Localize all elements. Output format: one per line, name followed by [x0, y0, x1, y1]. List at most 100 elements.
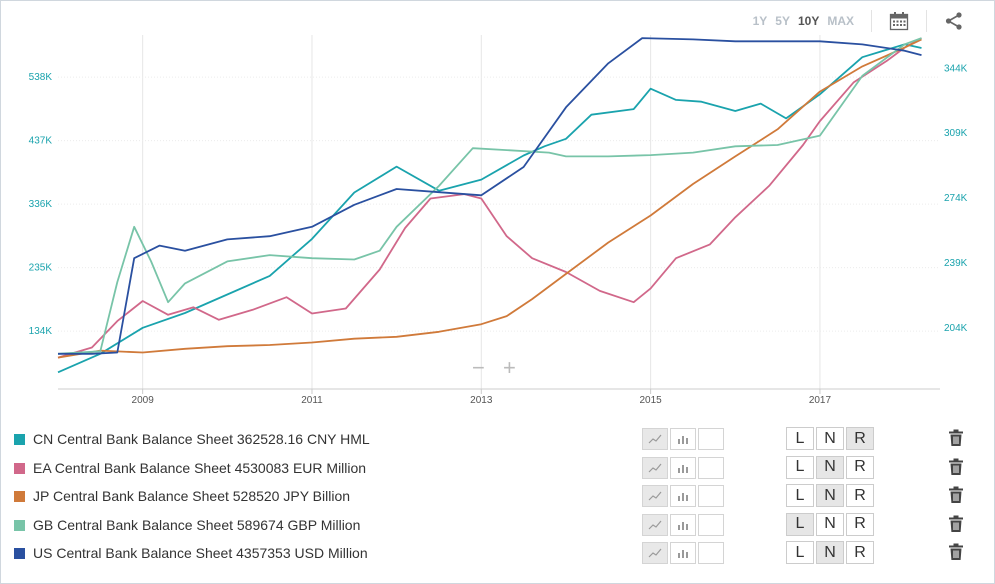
toolbar-divider	[926, 10, 927, 32]
area-type-button[interactable]	[698, 456, 724, 479]
bar-chart-icon	[678, 464, 688, 473]
chart-toolbar: 1Y 5Y 10Y MAX	[752, 10, 965, 32]
line-type-button[interactable]	[642, 428, 668, 450]
legend-swatch	[14, 491, 25, 502]
legend-row: CN Central Bank Balance Sheet 362528.16 …	[0, 426, 995, 452]
legend-row: US Central Bank Balance Sheet 4357353 US…	[0, 540, 995, 566]
range-max-button[interactable]: MAX	[827, 14, 854, 28]
left-y-tick-label: 538K	[29, 72, 53, 83]
line-type-button[interactable]	[642, 485, 668, 507]
left-y-tick-label: 134K	[29, 326, 53, 337]
legend-row: GB Central Bank Balance Sheet 589674 GBP…	[0, 512, 995, 538]
right-y-tick-label: 274K	[944, 193, 968, 204]
series-line-ea[interactable]	[57, 37, 922, 359]
line-chart-icon	[648, 548, 662, 558]
scale-l-button[interactable]: L	[786, 484, 814, 507]
line-chart-icon	[648, 434, 662, 444]
line-type-button[interactable]	[642, 542, 668, 564]
area-type-button[interactable]	[698, 428, 724, 450]
left-y-tick-label: 437K	[29, 136, 53, 147]
share-icon[interactable]	[943, 10, 965, 32]
line-type-button[interactable]	[642, 456, 668, 479]
legend-swatch	[14, 462, 25, 474]
line-type-button[interactable]	[642, 513, 668, 536]
legend-label[interactable]: EA Central Bank Balance Sheet 4530083 EU…	[33, 459, 367, 476]
bar-type-button[interactable]	[670, 485, 696, 507]
trash-icon[interactable]	[948, 429, 966, 449]
range-10y-button[interactable]: 10Y	[797, 14, 820, 28]
legend-row: JP Central Bank Balance Sheet 528520 JPY…	[0, 483, 995, 509]
series-line-jp[interactable]	[57, 38, 922, 359]
right-y-tick-label: 309K	[944, 128, 968, 139]
x-tick-label: 2009	[132, 395, 155, 406]
zoom-controls: − +	[472, 355, 516, 380]
x-tick-label: 2011	[301, 395, 323, 406]
bar-type-button[interactable]	[670, 456, 696, 479]
area-type-button[interactable]	[698, 485, 724, 507]
scale-r-button[interactable]: R	[846, 541, 874, 564]
chart-type-buttons	[642, 456, 726, 479]
legend-label[interactable]: JP Central Bank Balance Sheet 528520 JPY…	[33, 488, 351, 504]
bar-chart-icon	[678, 436, 688, 444]
line-chart-icon	[648, 463, 662, 472]
scale-n-button[interactable]: N	[816, 427, 844, 450]
chart-type-buttons	[642, 513, 726, 536]
zoom-out-button[interactable]: −	[472, 355, 485, 380]
scale-n-button[interactable]: N	[816, 484, 844, 507]
scale-r-button[interactable]: R	[846, 455, 874, 479]
chart-type-buttons	[642, 542, 726, 564]
toolbar-divider	[871, 10, 872, 32]
zoom-in-button[interactable]: +	[503, 355, 516, 380]
scale-r-button[interactable]: R	[846, 512, 874, 536]
x-tick-label: 2013	[470, 395, 493, 406]
scale-r-button[interactable]: R	[846, 427, 874, 450]
bar-type-button[interactable]	[670, 542, 696, 564]
area-type-button[interactable]	[698, 513, 724, 536]
trash-icon[interactable]	[948, 486, 966, 506]
calendar-icon[interactable]	[888, 10, 910, 32]
scale-n-button[interactable]: N	[816, 541, 844, 564]
left-y-tick-label: 235K	[29, 263, 53, 274]
legend-row: EA Central Bank Balance Sheet 4530083 EU…	[0, 455, 995, 481]
x-tick-label: 2015	[639, 395, 662, 406]
scale-r-button[interactable]: R	[846, 484, 874, 507]
legend-label[interactable]: US Central Bank Balance Sheet 4357353 US…	[33, 545, 368, 561]
scale-l-button[interactable]: L	[786, 427, 814, 450]
trash-icon[interactable]	[948, 543, 966, 563]
left-y-tick-label: 336K	[29, 199, 53, 210]
scale-l-button[interactable]: L	[786, 512, 814, 536]
chart-type-buttons	[642, 485, 726, 507]
area-type-button[interactable]	[698, 542, 724, 564]
bar-chart-icon	[678, 521, 688, 530]
legend-label[interactable]: GB Central Bank Balance Sheet 589674 GBP…	[33, 516, 361, 533]
trash-icon[interactable]	[948, 515, 966, 535]
line-chart-icon	[648, 491, 662, 501]
right-y-tick-label: 344K	[944, 63, 968, 74]
legend-label[interactable]: CN Central Bank Balance Sheet 362528.16 …	[33, 431, 370, 447]
range-1y-button[interactable]: 1Y	[752, 14, 768, 28]
line-chart: 2009 2011 2013 2015 2017 134K 235K 336K 437K 538K…	[29, 35, 968, 406]
scale-n-button[interactable]: N	[816, 512, 844, 536]
legend-swatch	[14, 519, 25, 531]
trash-icon[interactable]	[948, 458, 966, 478]
bar-chart-icon	[678, 550, 688, 558]
right-y-tick-label: 239K	[944, 258, 968, 269]
series-line-us[interactable]	[58, 37, 922, 355]
x-tick-label: 2017	[809, 395, 832, 406]
bar-type-button[interactable]	[670, 513, 696, 536]
bar-type-button[interactable]	[670, 428, 696, 450]
series-line-cn[interactable]	[57, 43, 922, 374]
scale-n-button[interactable]: N	[816, 455, 844, 479]
legend-swatch	[14, 548, 25, 559]
line-chart-icon	[648, 520, 662, 529]
legend-swatch	[14, 434, 25, 445]
range-5y-button[interactable]: 5Y	[775, 14, 790, 28]
scale-l-button[interactable]: L	[786, 541, 814, 564]
series-line-gb[interactable]	[57, 37, 922, 355]
scale-l-button[interactable]: L	[786, 455, 814, 479]
